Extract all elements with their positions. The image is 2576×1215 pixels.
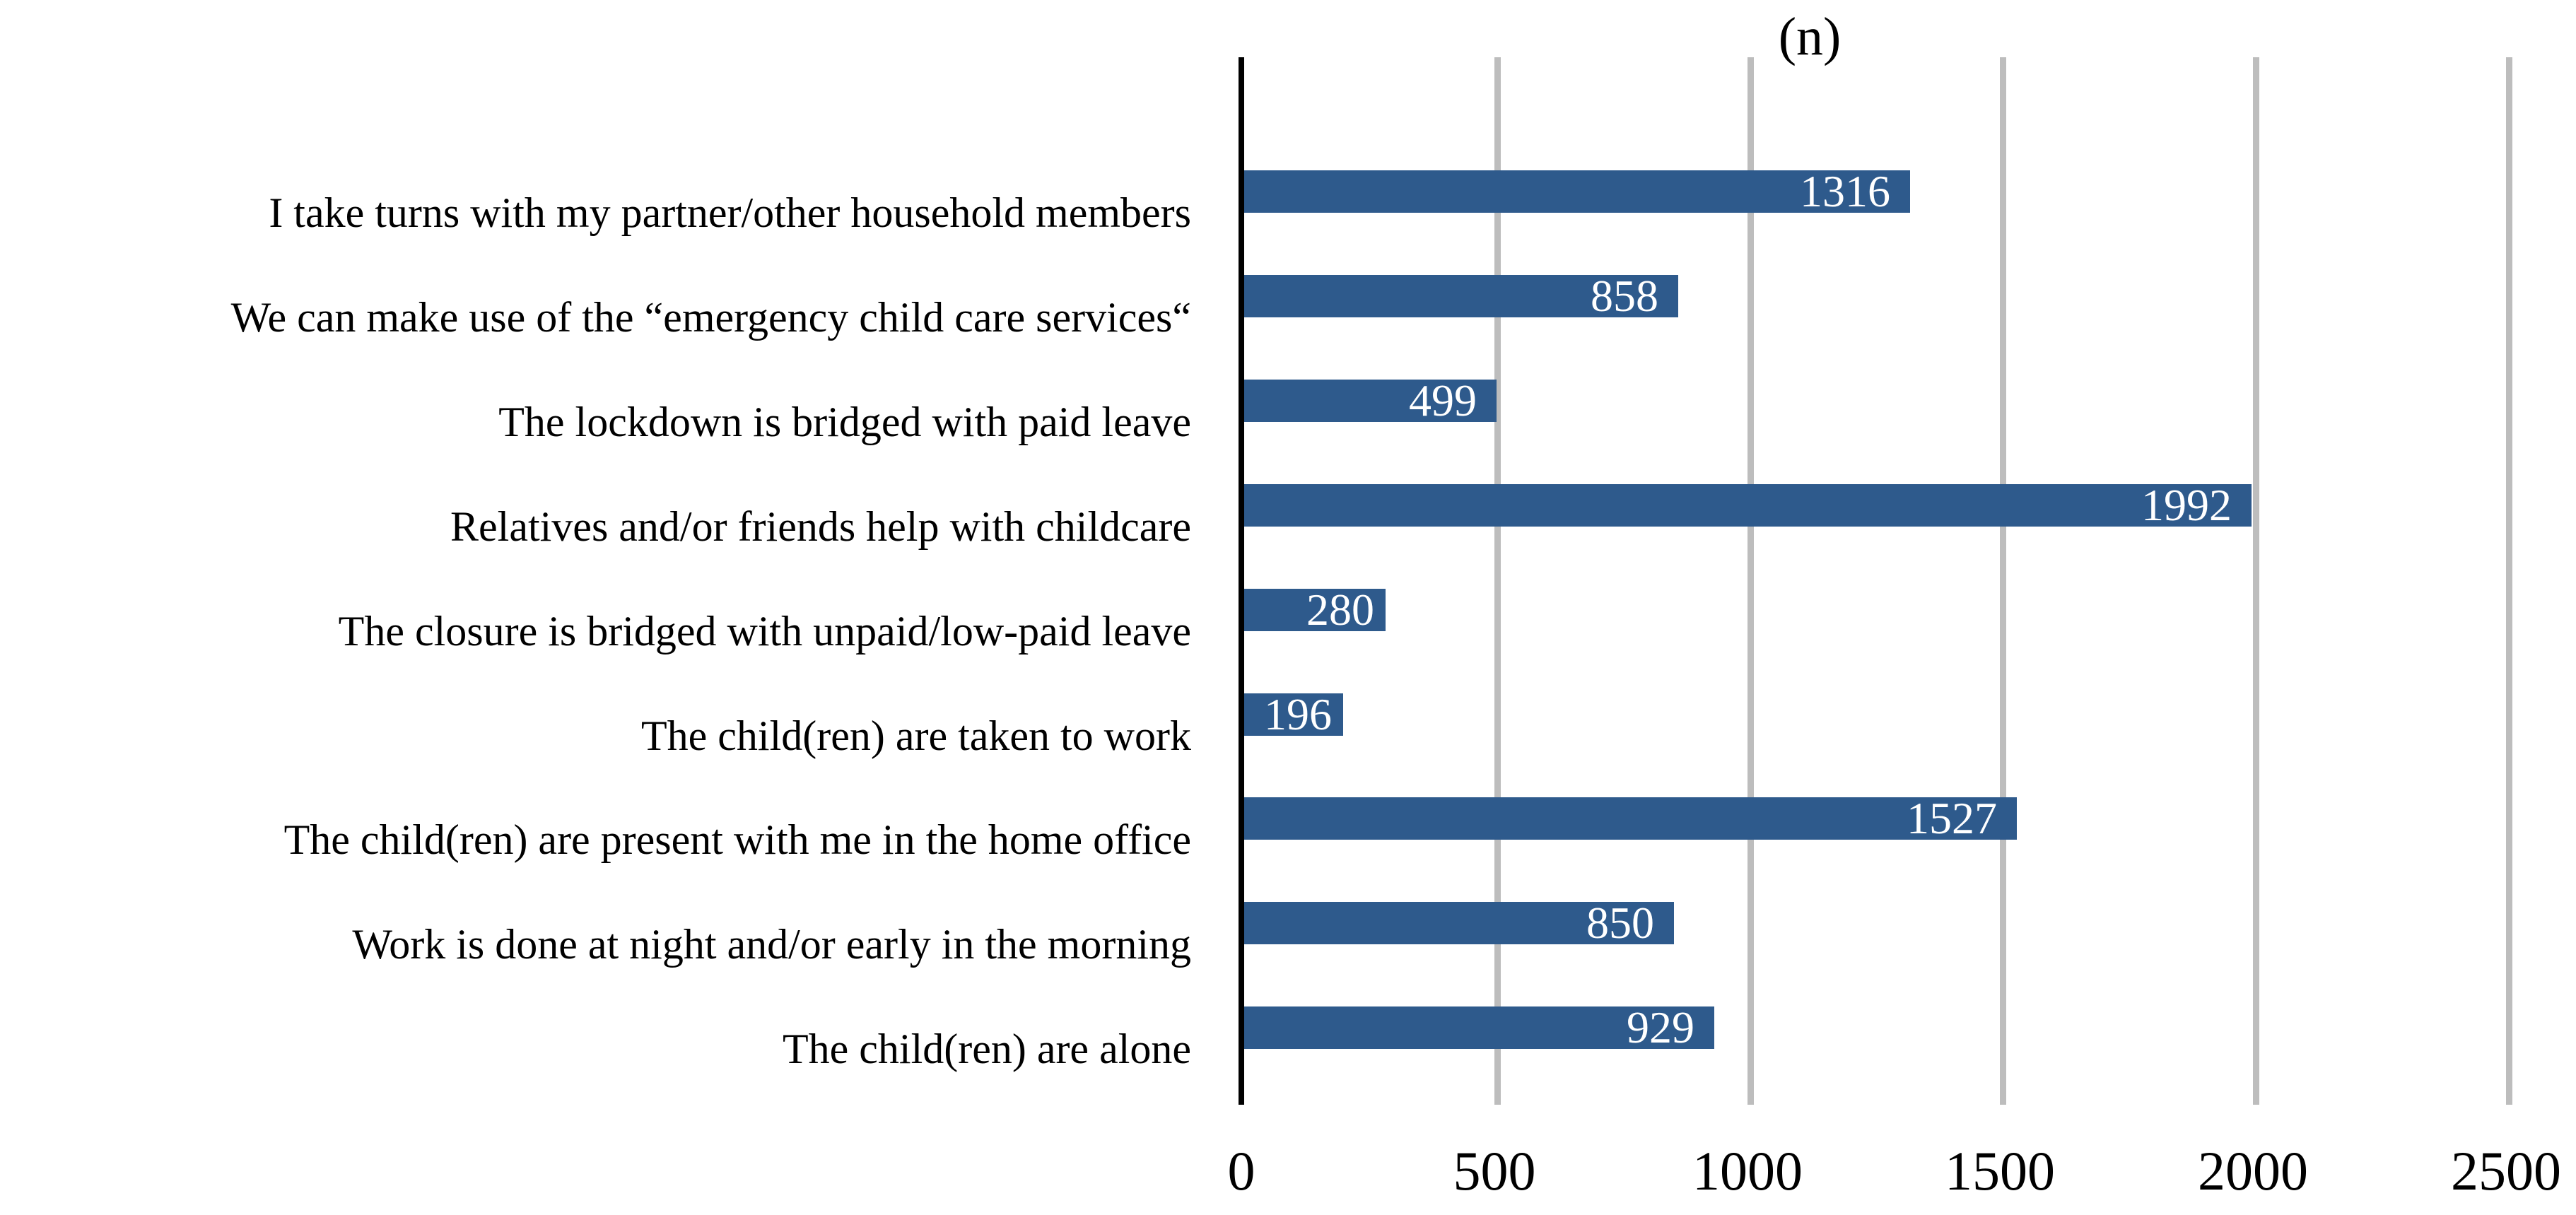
x-tick-label-0: 0 — [1227, 1140, 1255, 1202]
gridline-2000 — [2253, 57, 2259, 1105]
bar-value-label: 1316 — [1800, 166, 1890, 216]
x-tick-label-2000: 2000 — [2198, 1140, 2308, 1202]
category-label-7: Work is done at night and/or early in th… — [352, 920, 1191, 968]
y-axis-line — [1239, 57, 1244, 1105]
gridline-2500 — [2506, 57, 2512, 1105]
category-label-8: The child(ren) are alone — [783, 1025, 1191, 1072]
category-label-0: I take turns with my partner/other house… — [269, 189, 1191, 236]
bar-5: 196 — [1244, 689, 1343, 739]
bar-value-label: 1992 — [2141, 480, 2232, 530]
bar-8: 929 — [1244, 1002, 1714, 1052]
bar-value-label: 858 — [1591, 271, 1658, 321]
chart-title: (n) — [1778, 7, 1842, 66]
category-label-2: The lockdown is bridged with paid leave — [498, 398, 1191, 445]
bar-0: 1316 — [1244, 166, 1910, 216]
bar-value-label: 929 — [1627, 1002, 1694, 1052]
category-label-5: The child(ren) are taken to work — [641, 712, 1191, 759]
bar-value-label: 499 — [1409, 375, 1477, 425]
bar-value-label: 850 — [1586, 898, 1654, 948]
x-tick-label-1000: 1000 — [1692, 1140, 1803, 1202]
bar-1: 858 — [1244, 271, 1678, 321]
plot-area: 1316 858 499 1992 280 196 1527 850 929 — [1239, 57, 2517, 1105]
bar-value-label: 280 — [1306, 585, 1374, 635]
category-label-1: We can make use of the “emergency child … — [230, 293, 1191, 341]
bar-7: 850 — [1244, 898, 1674, 948]
gridline-1500 — [2000, 57, 2006, 1105]
bar-6: 1527 — [1244, 793, 2017, 843]
gridline-500 — [1494, 57, 1501, 1105]
category-label-6: The child(ren) are present with me in th… — [283, 816, 1191, 863]
x-tick-label-500: 500 — [1453, 1140, 1536, 1202]
x-tick-label-1500: 1500 — [1945, 1140, 2055, 1202]
bar-2: 499 — [1244, 375, 1497, 425]
category-label-4: The closure is bridged with unpaid/low-p… — [338, 607, 1191, 655]
category-label-3: Relatives and/or friends help with child… — [450, 503, 1191, 550]
bar-3: 1992 — [1244, 480, 2252, 530]
bar-value-label: 1527 — [1907, 793, 1997, 843]
bar-4: 280 — [1244, 585, 1386, 635]
x-tick-label-2500: 2500 — [2451, 1140, 2561, 1202]
gridline-1000 — [1747, 57, 1754, 1105]
bar-value-label: 196 — [1264, 689, 1332, 739]
